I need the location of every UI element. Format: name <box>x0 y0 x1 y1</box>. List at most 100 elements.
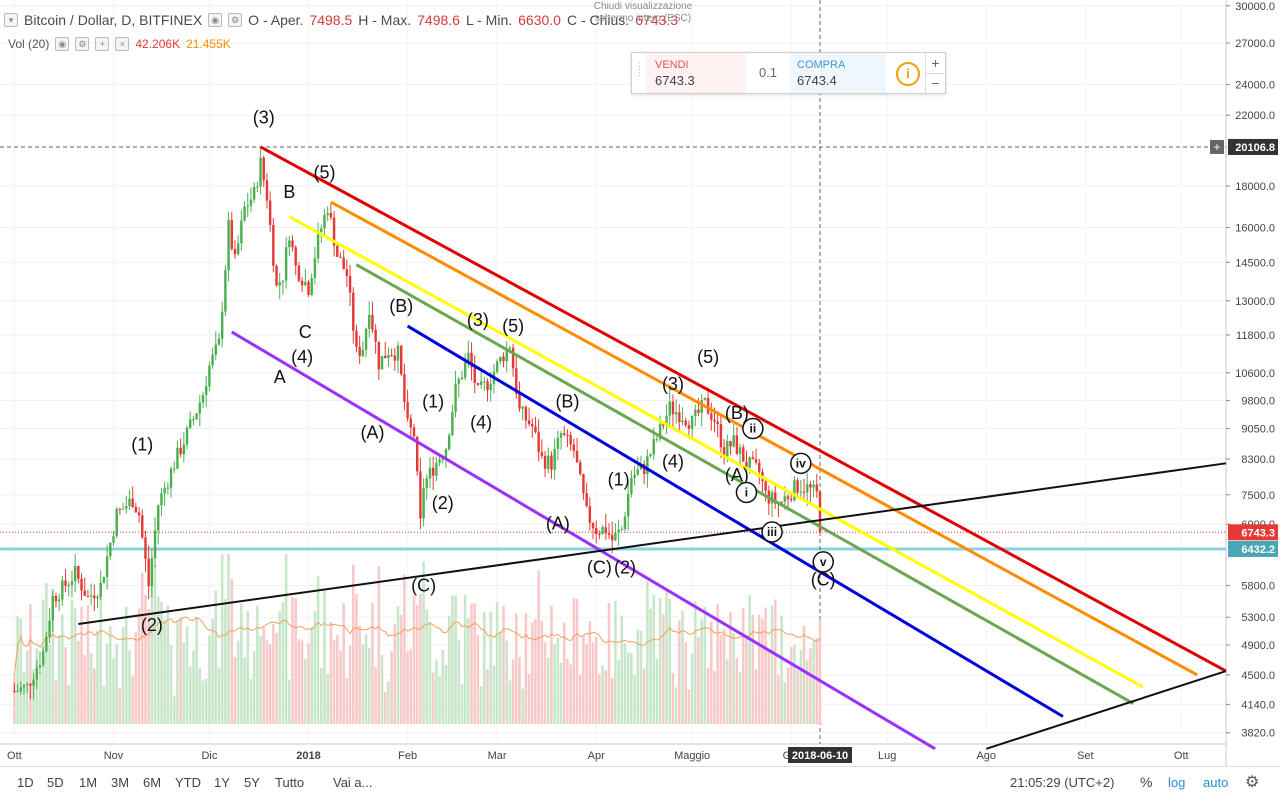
percent-toggle[interactable]: % <box>1140 774 1153 790</box>
black-trend-line[interactable] <box>985 670 1227 750</box>
eye-icon[interactable]: ◉ <box>55 37 70 51</box>
volume-bar <box>511 659 515 724</box>
gear-icon[interactable]: ⚙ <box>1245 774 1260 791</box>
volume-bar <box>275 633 278 724</box>
wave-label[interactable]: (3) <box>253 107 275 127</box>
candle-body <box>703 397 707 401</box>
wave-label[interactable]: (A) <box>360 422 384 442</box>
candle-body <box>710 413 713 420</box>
go-to-date-button[interactable]: Vai a... <box>333 775 373 790</box>
timeframe-5y[interactable]: 5Y <box>244 775 260 790</box>
close-value: 6743.3 <box>635 12 679 28</box>
volume-bar <box>112 657 115 724</box>
wave-label[interactable]: (C) <box>411 576 436 596</box>
timeframe-ytd[interactable]: YTD <box>175 775 201 790</box>
timeframe-1m[interactable]: 1M <box>79 775 98 790</box>
timeframe-5d[interactable]: 5D <box>47 775 64 790</box>
wave-label[interactable]: A <box>274 367 286 387</box>
candle-body <box>45 636 48 652</box>
wave-label[interactable]: (2) <box>141 615 163 635</box>
collapse-icon[interactable]: ▾ <box>4 13 18 27</box>
log-toggle[interactable]: log <box>1168 775 1186 790</box>
volume-bar <box>805 659 809 724</box>
buy-button[interactable]: COMPRA 6743.4 <box>790 53 886 93</box>
wave-label[interactable]: (B) <box>725 403 749 423</box>
candle-body <box>300 280 304 286</box>
plus-icon[interactable]: + <box>95 37 110 51</box>
wave-label[interactable]: (1) <box>608 470 630 490</box>
volume-bar <box>799 649 803 724</box>
candle-body <box>457 379 460 384</box>
volume-bar <box>387 681 390 724</box>
volume-bar <box>335 635 339 724</box>
price-chart[interactable]: 30000.0 27000.0 24000.0 22000.0 18000.0 16000… <box>0 0 1280 766</box>
settings-icon[interactable]: ⚙ <box>75 37 90 51</box>
volume-bar <box>665 591 668 724</box>
wave-label[interactable]: (C) <box>811 569 836 589</box>
timeframe-6m[interactable]: 6M <box>143 775 162 790</box>
wave-label[interactable]: (2) <box>432 493 454 513</box>
plus-button[interactable]: + <box>925 53 945 73</box>
sell-button[interactable]: VENDI 6743.3 <box>646 53 746 93</box>
last-price-label: 6743.3 <box>1241 527 1275 539</box>
settings-icon[interactable]: ⚙ <box>228 13 243 27</box>
wave-label[interactable]: C <box>299 322 312 342</box>
timeframe-3m[interactable]: 3M <box>111 775 130 790</box>
drag-handle-icon[interactable]: ⋮ ⋮ <box>635 61 644 77</box>
wave-label[interactable]: (C) <box>587 557 612 577</box>
price-axis[interactable] <box>1226 0 1280 766</box>
wave-label[interactable]: (4) <box>662 452 684 472</box>
volume-bar <box>169 645 173 724</box>
timeframe-all[interactable]: Tutto <box>275 775 305 790</box>
add-level-icon[interactable] <box>1210 139 1224 154</box>
circled-wave-label[interactable]: iii <box>767 525 777 539</box>
blue-trend-line[interactable] <box>406 324 1064 718</box>
close-icon[interactable]: × <box>115 37 130 51</box>
wave-label[interactable]: (5) <box>313 162 335 182</box>
clock-time[interactable]: 21:05:29 (UTC+2) <box>1010 775 1115 790</box>
wave-label[interactable]: (3) <box>467 310 489 330</box>
quantity-field[interactable]: 0.1 <box>758 65 778 80</box>
wave-label[interactable]: (B) <box>389 296 413 316</box>
circled-wave-label[interactable]: ii <box>750 422 757 436</box>
volume-bar <box>332 639 336 724</box>
price-tick-label: 24000.0 <box>1235 80 1275 92</box>
purple-trend-line[interactable] <box>231 330 936 751</box>
candle-body <box>706 397 710 414</box>
wave-label[interactable]: (4) <box>291 347 313 367</box>
candle-body <box>790 498 793 501</box>
wave-label[interactable]: (1) <box>422 392 444 412</box>
volume-bar <box>604 670 608 724</box>
volume-bar <box>403 574 406 724</box>
candle-body <box>294 247 297 266</box>
wave-label[interactable]: (5) <box>697 347 719 367</box>
eye-icon[interactable]: ◉ <box>208 13 223 27</box>
candle-body <box>268 200 272 225</box>
volume-bar <box>118 688 122 724</box>
timeframe-1y[interactable]: 1Y <box>214 775 230 790</box>
timeframe-1d[interactable]: 1D <box>17 775 34 790</box>
wave-label[interactable]: (B) <box>555 392 579 412</box>
price-tick-label: 11800.0 <box>1236 330 1275 342</box>
yellow-trend-line[interactable] <box>288 215 1144 689</box>
wave-label[interactable]: (1) <box>131 435 153 455</box>
wave-label[interactable]: (2) <box>614 557 636 577</box>
circled-wave-label[interactable]: iv <box>796 456 806 470</box>
minus-button[interactable]: − <box>925 73 945 93</box>
wave-label[interactable]: (3) <box>662 374 684 394</box>
wave-label[interactable]: (A) <box>725 465 749 485</box>
circled-wave-label[interactable]: v <box>820 555 827 569</box>
black-trend-line[interactable] <box>78 462 1227 625</box>
wave-label[interactable]: (A) <box>546 513 570 533</box>
candle-body <box>399 345 403 375</box>
wave-label[interactable]: (4) <box>470 413 492 433</box>
info-icon[interactable]: i <box>896 62 920 86</box>
red-trend-line[interactable] <box>259 145 1227 673</box>
candle-body <box>32 679 35 686</box>
circled-wave-label[interactable]: i <box>745 485 748 499</box>
price-tick-label: 9050.0 <box>1241 424 1275 436</box>
auto-toggle[interactable]: auto <box>1203 775 1229 790</box>
wave-label[interactable]: (5) <box>502 316 524 336</box>
wave-label[interactable]: B <box>283 182 295 202</box>
orange-trend-line[interactable] <box>330 200 1198 677</box>
